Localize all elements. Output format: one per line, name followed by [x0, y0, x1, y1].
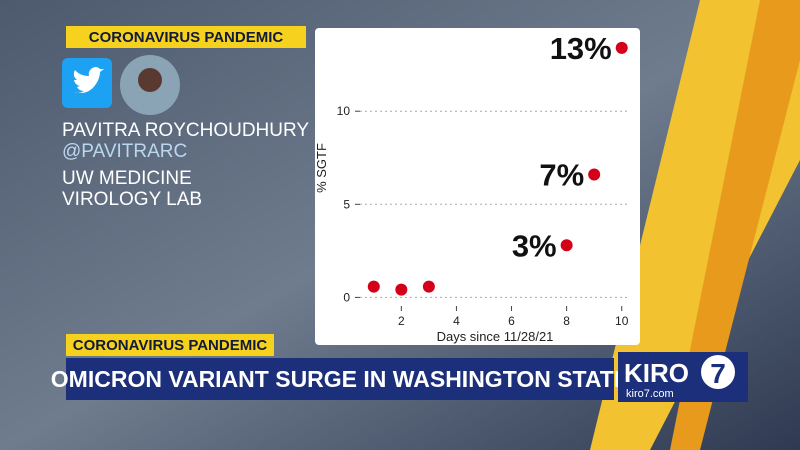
- x-tick-label: 6: [508, 314, 515, 328]
- plot: 0 5 10 2 4 6 8 10 Days since 11/28/21 % SGTF 3% 7% 1…: [314, 31, 630, 344]
- point: [560, 239, 573, 252]
- headline: OMICRON VARIANT SURGE IN WASHINGTON STAT…: [51, 366, 629, 392]
- point: [422, 280, 435, 293]
- logo-website: kiro7.com: [626, 388, 674, 400]
- x-axis-label: Days since 11/28/21: [437, 329, 554, 344]
- affiliation: VIROLOGY LAB: [62, 189, 202, 210]
- source-handle: @PAVITRARC: [62, 141, 187, 162]
- y-axis-label: % SGTF: [314, 143, 329, 193]
- source-name: PAVITRA ROYCHOUDHURY: [62, 120, 309, 141]
- stripe: [670, 0, 800, 450]
- x-tick-label: 2: [398, 314, 405, 328]
- logo-brand: KIRO: [624, 358, 689, 388]
- lower-tag: CORONAVIRUS PANDEMIC: [73, 337, 268, 354]
- affiliation: UW MEDICINE: [62, 168, 192, 189]
- point: [367, 280, 380, 293]
- y-tick-label: 5: [343, 197, 350, 211]
- logo-circle: [701, 355, 735, 389]
- x-tick-label: 4: [453, 314, 460, 328]
- chart-panel: [315, 28, 640, 345]
- x-tick-label: 10: [615, 314, 629, 328]
- point: [588, 168, 601, 181]
- point: [615, 41, 628, 54]
- y-tick-label: 0: [343, 290, 350, 304]
- value-label: 3%: [512, 228, 557, 263]
- y-tick-label: 10: [337, 104, 351, 118]
- twitter-bird: [73, 67, 104, 93]
- headline-bar: [66, 358, 614, 400]
- lower-tag-box: [66, 334, 274, 356]
- logo-number: 7: [710, 358, 726, 389]
- value-label: 13%: [550, 31, 612, 66]
- value-label: 7%: [539, 158, 584, 193]
- top-tag: CORONAVIRUS PANDEMIC: [89, 29, 284, 46]
- tag-box: [66, 26, 306, 48]
- point: [395, 283, 408, 296]
- x-tick-label: 8: [563, 314, 570, 328]
- avatar-head: [138, 68, 162, 92]
